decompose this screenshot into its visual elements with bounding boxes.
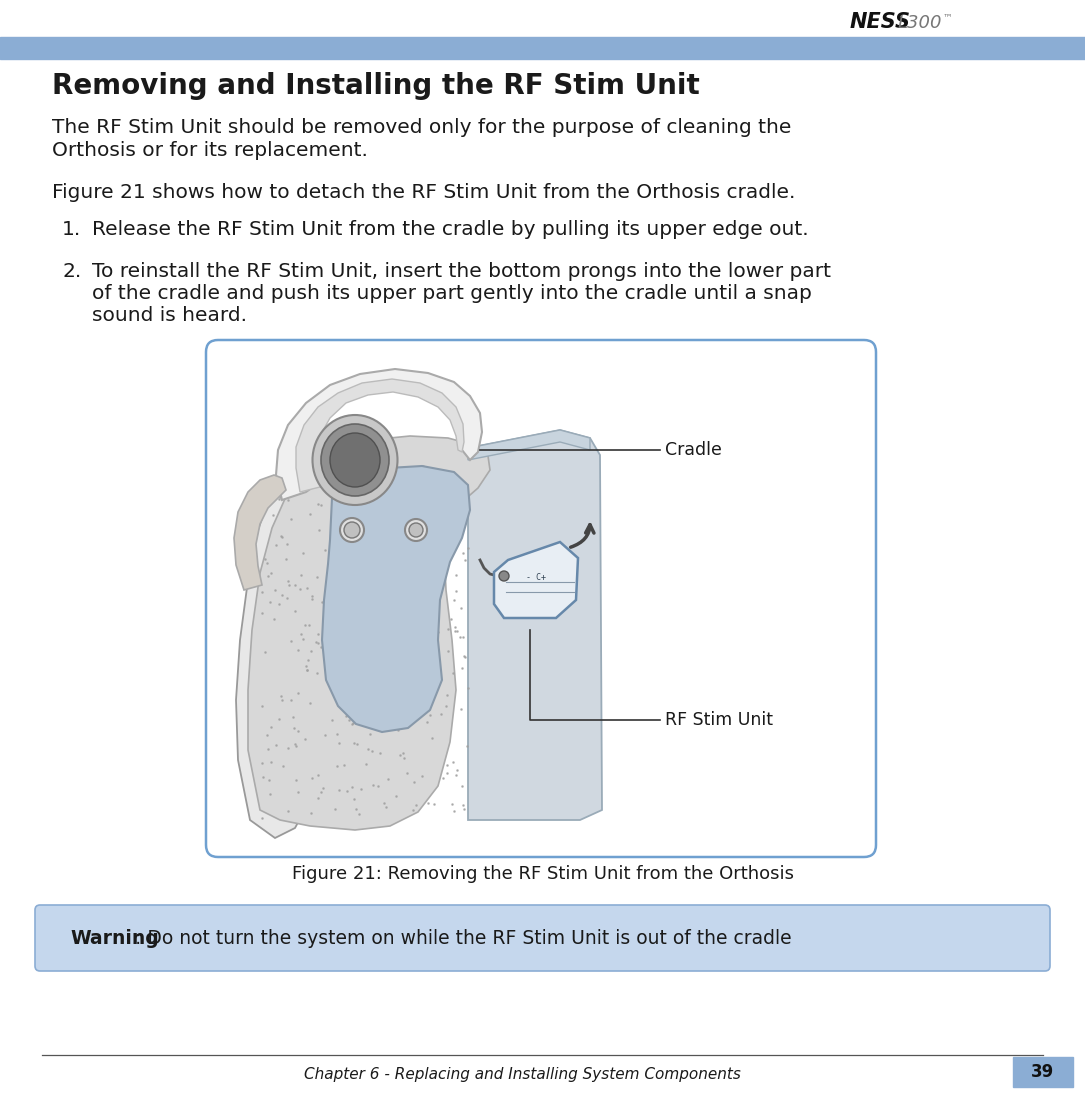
Polygon shape	[322, 466, 470, 732]
Text: To reinstall the RF Stim Unit, insert the bottom prongs into the lower part: To reinstall the RF Stim Unit, insert th…	[92, 262, 831, 281]
Text: sound is heard.: sound is heard.	[92, 306, 247, 325]
Text: RF Stim Unit: RF Stim Unit	[665, 711, 773, 729]
Text: Figure 21: Removing the RF Stim Unit from the Orthosis: Figure 21: Removing the RF Stim Unit fro…	[292, 865, 793, 883]
Text: : Do not turn the system on while the RF Stim Unit is out of the cradle: : Do not turn the system on while the RF…	[135, 928, 792, 948]
Polygon shape	[234, 475, 286, 590]
Bar	[1013, 1057, 1073, 1087]
Polygon shape	[494, 542, 578, 618]
Text: 1.: 1.	[62, 220, 81, 239]
Ellipse shape	[405, 519, 427, 541]
Text: 2.: 2.	[62, 262, 81, 281]
Text: L300: L300	[898, 14, 943, 32]
FancyBboxPatch shape	[206, 340, 876, 857]
Text: NESS: NESS	[850, 12, 911, 32]
Polygon shape	[296, 379, 464, 492]
Text: Warning: Warning	[71, 928, 158, 948]
Text: of the cradle and push its upper part gently into the cradle until a snap: of the cradle and push its upper part ge…	[92, 284, 812, 303]
Polygon shape	[276, 369, 482, 500]
Text: Removing and Installing the RF Stim Unit: Removing and Installing the RF Stim Unit	[52, 72, 700, 100]
Polygon shape	[468, 430, 590, 460]
Ellipse shape	[340, 517, 363, 542]
Text: ™: ™	[943, 12, 953, 22]
FancyArrowPatch shape	[571, 525, 593, 547]
Text: Chapter 6 - Replacing and Installing System Components: Chapter 6 - Replacing and Installing Sys…	[304, 1068, 741, 1082]
FancyBboxPatch shape	[35, 905, 1050, 971]
Text: Release the RF Stim Unit from the cradle by pulling its upper edge out.: Release the RF Stim Unit from the cradle…	[92, 220, 808, 239]
Text: Cradle: Cradle	[665, 442, 722, 459]
Text: - C+: - C+	[526, 574, 546, 582]
Ellipse shape	[321, 424, 390, 495]
Text: Figure 21 shows how to detach the RF Stim Unit from the Orthosis cradle.: Figure 21 shows how to detach the RF Sti…	[52, 183, 795, 201]
Bar	[0, 37, 1085, 59]
Text: The RF Stim Unit should be removed only for the purpose of cleaning the: The RF Stim Unit should be removed only …	[52, 118, 791, 137]
Ellipse shape	[499, 571, 509, 581]
Polygon shape	[248, 436, 490, 830]
Polygon shape	[237, 438, 330, 838]
Ellipse shape	[409, 523, 423, 537]
Polygon shape	[468, 430, 602, 820]
Ellipse shape	[330, 433, 380, 487]
Text: Orthosis or for its replacement.: Orthosis or for its replacement.	[52, 141, 368, 160]
Ellipse shape	[344, 522, 360, 538]
Text: 39: 39	[1032, 1062, 1055, 1081]
Ellipse shape	[312, 415, 397, 505]
